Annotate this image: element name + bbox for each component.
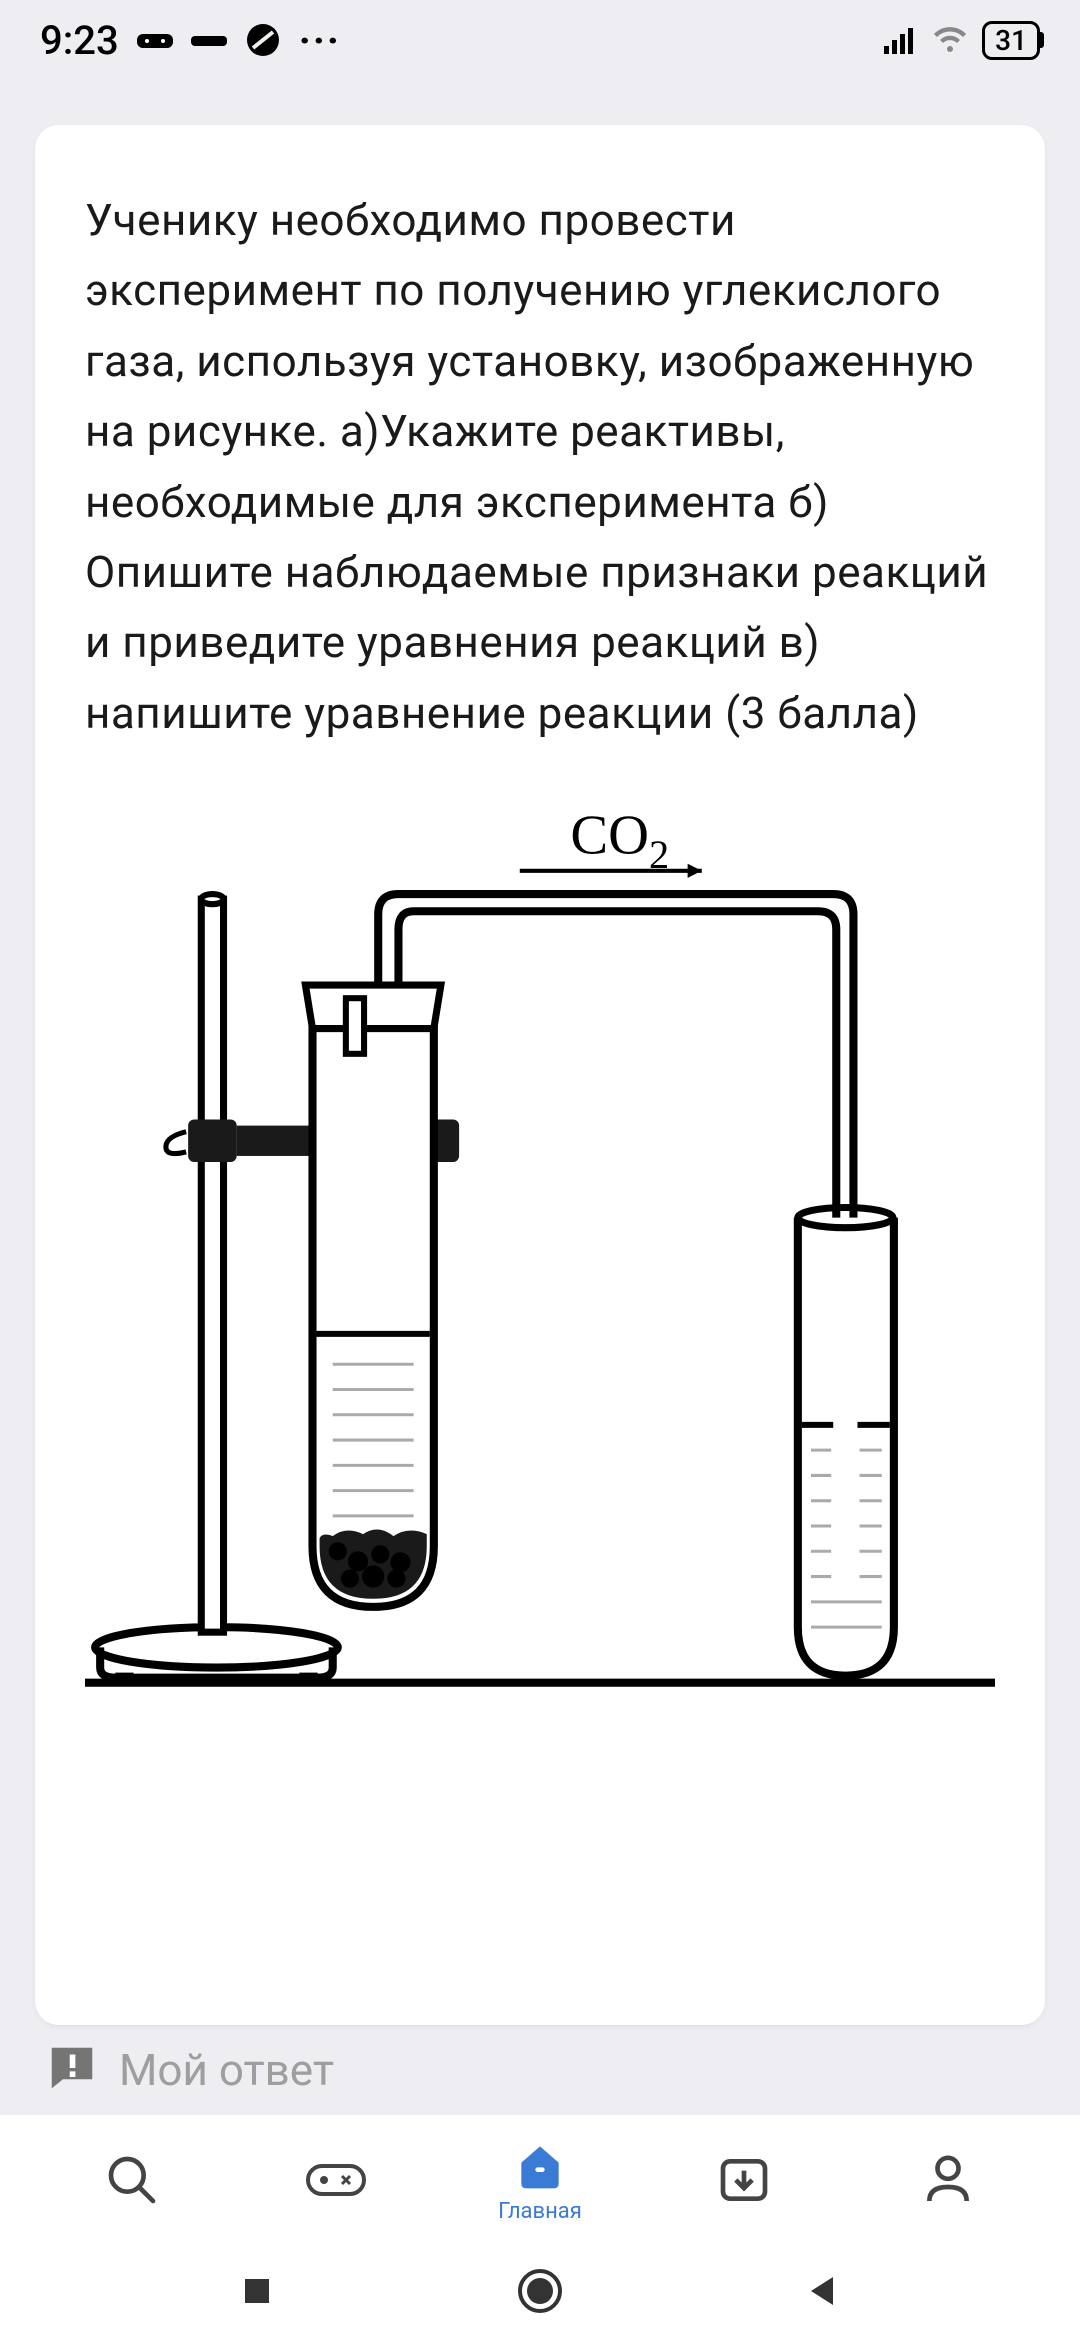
feedback-icon[interactable]	[45, 2041, 99, 2099]
home-button[interactable]	[514, 2265, 566, 2321]
status-left: 9:23 ···	[40, 17, 341, 64]
system-nav	[0, 2245, 1080, 2340]
apparatus-svg: CO2	[85, 798, 995, 1708]
nav-search[interactable]	[72, 2152, 192, 2208]
controller-icon	[137, 22, 173, 58]
gas-label: CO2	[570, 805, 669, 877]
back-button[interactable]	[801, 2269, 845, 2317]
circle-icon	[245, 22, 281, 58]
status-right: 31	[882, 21, 1040, 60]
nav-games[interactable]	[276, 2156, 396, 2204]
download-icon	[716, 2152, 772, 2208]
status-bar: 9:23 ··· 31	[0, 0, 1080, 80]
question-card: Ученику необходимо провести эксперимент …	[35, 125, 1045, 2025]
question-text: Ученику необходимо провести эксперимент …	[85, 185, 995, 748]
battery-indicator: 31	[982, 21, 1040, 60]
search-icon	[104, 2152, 160, 2208]
nav-downloads[interactable]	[684, 2152, 804, 2208]
wifi-icon	[932, 22, 968, 58]
signal-icon	[882, 22, 918, 58]
answer-input-row[interactable]: Мой ответ	[35, 2030, 1045, 2110]
bottom-nav: Главная	[0, 2115, 1080, 2245]
more-icon[interactable]: ···	[299, 17, 341, 64]
experiment-diagram: CO2	[85, 798, 995, 1708]
controller-nav-icon	[304, 2156, 368, 2204]
controller-alt-icon	[191, 22, 227, 58]
profile-icon	[920, 2152, 976, 2208]
recents-button[interactable]	[235, 2269, 279, 2317]
clock: 9:23	[40, 17, 119, 64]
home-icon	[512, 2137, 568, 2193]
nav-home-label: Главная	[498, 2199, 582, 2224]
nav-home[interactable]: Главная	[480, 2137, 600, 2224]
answer-placeholder[interactable]: Мой ответ	[119, 2044, 334, 2096]
nav-profile[interactable]	[888, 2152, 1008, 2208]
